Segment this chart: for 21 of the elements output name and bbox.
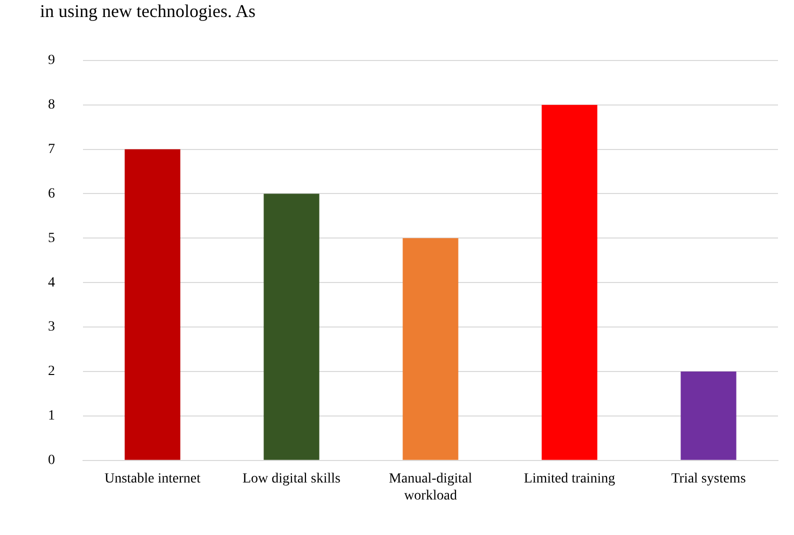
y-tick-label: 4 — [48, 275, 55, 290]
y-tick-label: 7 — [48, 142, 55, 157]
y-tick-label: 1 — [48, 408, 55, 424]
y-tick-label: 9 — [48, 53, 55, 68]
y-tick-label: 5 — [48, 230, 55, 246]
y-tick-label: 2 — [48, 364, 55, 380]
bar — [542, 104, 598, 460]
bar — [680, 372, 736, 460]
y-tick-label: 8 — [48, 98, 55, 113]
y-tick-label: 0 — [48, 453, 55, 468]
bar — [264, 194, 320, 460]
x-tick-label: Manual-digital workload — [388, 471, 472, 504]
text: in using new technologies. As — [40, 0, 256, 22]
x-tick-label: Low digital skills — [242, 471, 340, 486]
y-tick-label: 6 — [48, 186, 55, 202]
x-tick-label: Unstable internet — [104, 471, 201, 486]
x-tick-label: Limited training — [524, 471, 616, 486]
bar — [402, 238, 458, 460]
bar — [124, 149, 180, 460]
x-tick-label: Trial systems — [671, 471, 746, 486]
y-tick-label: 3 — [48, 320, 55, 335]
